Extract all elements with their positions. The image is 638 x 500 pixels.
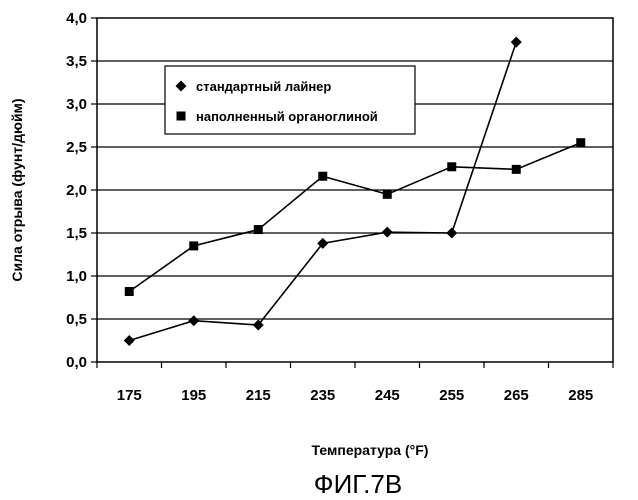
data-point — [189, 241, 198, 250]
x-axis-tick-labels: 175 195 215 235 245 255 265 285 — [117, 387, 594, 404]
legend: стандартный лайнер наполненный органоглин… — [165, 66, 415, 134]
y-tick-label: 2,0 — [66, 182, 87, 199]
y-tick-label: 1,5 — [66, 225, 87, 242]
data-point — [511, 37, 522, 48]
y-tick-label: 3,0 — [66, 96, 87, 113]
y-axis-title: Сила отрыва (фунт/дюйм) — [9, 98, 25, 281]
y-tick-label: 0,0 — [66, 354, 87, 371]
data-point — [383, 190, 392, 199]
x-tick-label: 195 — [181, 387, 206, 404]
data-point — [512, 165, 521, 174]
x-axis-title: Температура (°F) — [312, 442, 429, 458]
x-tick-label: 245 — [375, 387, 400, 404]
x-tick-label: 255 — [439, 387, 464, 404]
data-point — [447, 162, 456, 171]
legend-label: стандартный лайнер — [196, 79, 331, 94]
y-axis-tick-labels: 0,0 0,5 1,0 1,5 2,0 2,5 3,0 3,5 4,0 — [66, 10, 87, 371]
data-point — [188, 315, 199, 326]
y-tick-label: 4,0 — [66, 10, 87, 27]
data-point — [254, 225, 263, 234]
x-tick-label: 175 — [117, 387, 142, 404]
data-point — [576, 138, 585, 147]
legend-marker — [177, 112, 186, 121]
figure-caption: ФИГ.7В — [314, 469, 402, 499]
legend-label: наполненный органоглиной — [196, 109, 378, 124]
y-tick-label: 1,0 — [66, 268, 87, 285]
data-point — [125, 287, 134, 296]
y-tick-label: 0,5 — [66, 311, 87, 328]
y-tick-label: 2,5 — [66, 139, 87, 156]
data-point — [318, 172, 327, 181]
data-point — [382, 227, 393, 238]
x-tick-label: 215 — [246, 387, 271, 404]
data-point — [446, 228, 457, 239]
x-tick-label: 265 — [504, 387, 529, 404]
series-2 — [125, 138, 586, 296]
data-point — [124, 335, 135, 346]
y-tick-label: 3,5 — [66, 53, 87, 70]
x-tick-label: 285 — [568, 387, 593, 404]
x-tick-label: 235 — [310, 387, 335, 404]
